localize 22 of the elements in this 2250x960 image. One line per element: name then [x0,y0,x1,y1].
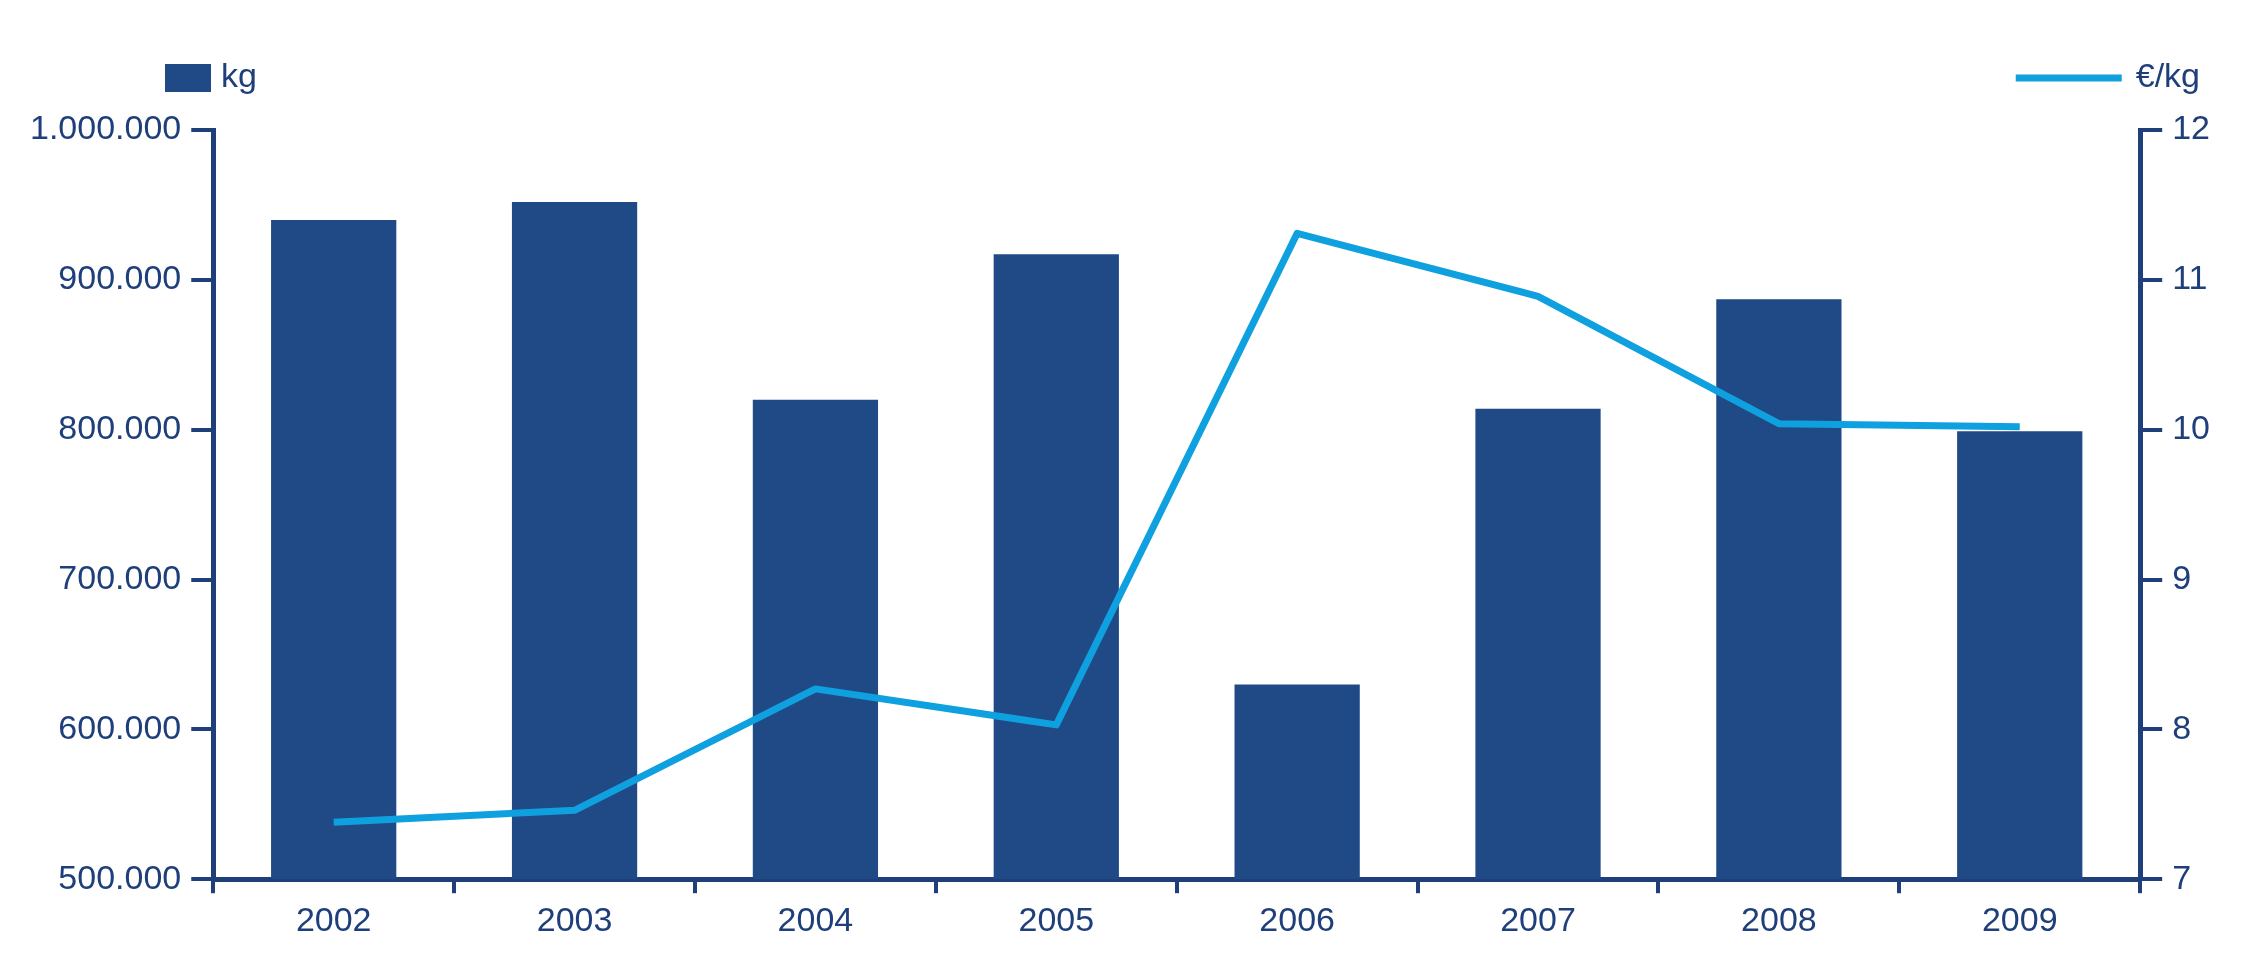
y2-tick-label: 7 [2172,857,2192,896]
y-tick-label: 700.000 [58,557,182,596]
y-tick-label: 800.000 [58,408,182,447]
x-tick-label: 2008 [1741,899,1817,938]
y-tick-label: 500.000 [58,857,182,896]
x-tick-label: 2007 [1500,899,1576,938]
y2-tick-label: 9 [2172,557,2192,596]
x-tick-label: 2002 [295,899,372,938]
legend-label: €/kg [2135,56,2200,95]
y-tick-label: 900.000 [58,258,182,297]
y2-tick-label: 12 [2172,108,2211,147]
x-tick-label: 2009 [1981,899,2058,938]
x-tick-label: 2004 [777,899,854,938]
x-tick-label: 2006 [1259,899,1335,938]
x-tick-label: 2005 [1018,899,1095,938]
x-tick-label: 2003 [536,899,613,938]
y2-tick-label: 8 [2172,707,2192,746]
legend-label: kg [221,56,257,95]
y-tick-label: 600.000 [58,707,182,746]
y2-tick-label: 10 [2172,408,2211,447]
y-tick-label: 1.000.000 [29,108,182,147]
y2-tick-label: 11 [2172,258,2208,297]
